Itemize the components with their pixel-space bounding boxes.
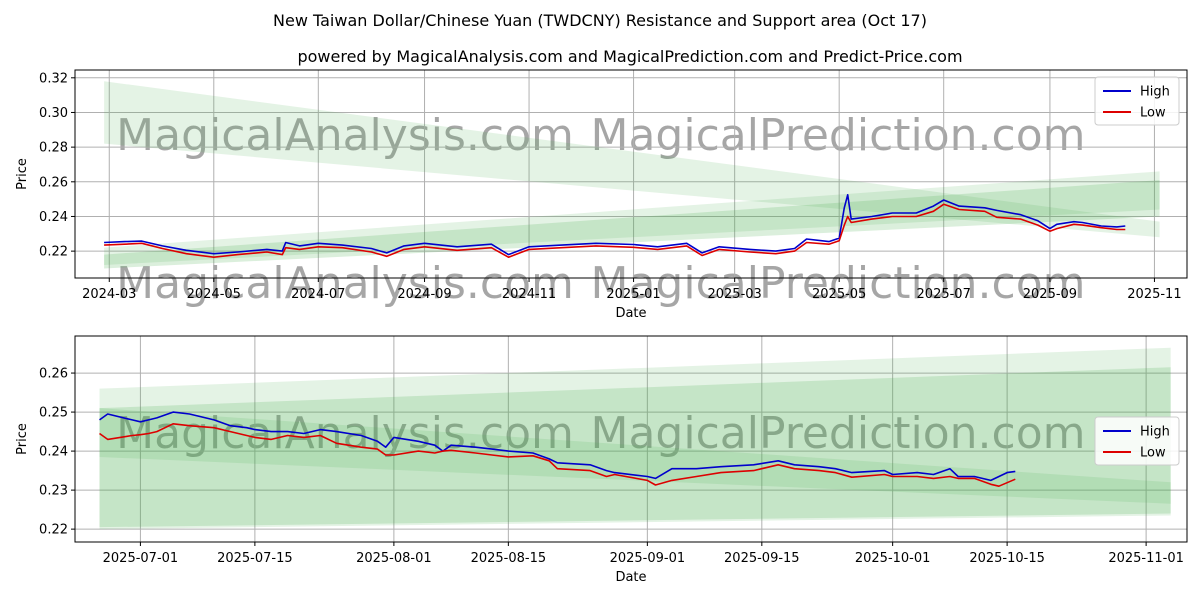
axes-frame <box>74 335 1188 543</box>
series-line-low <box>104 203 1126 258</box>
x-tick-label: 2025-08-15 <box>471 551 547 566</box>
legend-label-low: Low <box>1140 106 1166 121</box>
x-tick-label: 2024-03 <box>82 287 136 302</box>
x-tick-label: 2025-09-01 <box>610 551 686 566</box>
x-tick-label: 2025-11-01 <box>1108 551 1184 566</box>
x-tick-label: 2025-07 <box>917 287 971 302</box>
watermark-text: MagicalPrediction.com <box>591 408 1086 459</box>
x-tick-label: 2025-03 <box>707 287 761 302</box>
x-tick-label: 2025-05 <box>812 287 866 302</box>
x-tick-label: 2025-11 <box>1127 287 1181 302</box>
y-tick-label: 0.22 <box>39 245 68 260</box>
y-tick-label: 0.30 <box>39 106 68 121</box>
x-axis-label: Date <box>615 306 646 321</box>
y-tick-label: 0.26 <box>39 367 68 382</box>
x-tick-label: 2024-11 <box>502 287 556 302</box>
band-area <box>104 171 1160 265</box>
chart-panel-full-range: MagicalAnalysis.com MagicalPrediction.com… <box>15 69 1188 321</box>
x-tick-label: 2024-09 <box>397 287 451 302</box>
series-line-low <box>99 423 1016 487</box>
x-axis-label: Date <box>615 570 646 585</box>
series-line-high <box>104 194 1126 256</box>
series-line-high <box>99 411 1016 482</box>
watermark-text: MagicalAnalysis.com <box>116 258 574 309</box>
y-tick-label: 0.23 <box>39 484 68 499</box>
y-tick-label: 0.25 <box>39 406 68 421</box>
x-tick-label: 2025-09 <box>1023 287 1077 302</box>
watermark-text: MagicalAnalysis.com <box>116 110 574 161</box>
legend-label-low: Low <box>1140 446 1166 461</box>
legend-label-high: High <box>1140 425 1170 440</box>
legend: High Low <box>1094 416 1180 466</box>
watermark-text: MagicalPrediction.com <box>591 258 1086 309</box>
y-tick-label: 0.22 <box>39 523 68 538</box>
legend: High Low <box>1094 76 1180 126</box>
x-tick-label: 2025-07-01 <box>103 551 179 566</box>
chart-subtitle: powered by MagicalAnalysis.com and Magic… <box>297 47 962 66</box>
y-tick-label: 0.28 <box>39 141 68 156</box>
chart-panel-zoomed-range: MagicalAnalysis.com MagicalPrediction.com… <box>15 335 1188 585</box>
chart-title: New Taiwan Dollar/Chinese Yuan (TWDCNY) … <box>273 11 927 30</box>
axes-frame <box>74 69 1188 279</box>
x-tick-label: 2024-07 <box>291 287 345 302</box>
band-area <box>104 81 1160 238</box>
y-tick-label: 0.24 <box>39 210 68 225</box>
x-tick-label: 2024-05 <box>187 287 241 302</box>
x-tick-label: 2025-07-15 <box>217 551 293 566</box>
band-area <box>104 180 1160 269</box>
y-axis-label: Price <box>15 158 30 190</box>
x-tick-label: 2025-01 <box>606 287 660 302</box>
y-tick-label: 0.24 <box>39 445 68 460</box>
y-tick-label: 0.26 <box>39 175 68 190</box>
band-area <box>99 347 1171 530</box>
y-axis-label: Price <box>15 423 30 455</box>
y-tick-label: 0.32 <box>39 71 68 86</box>
x-tick-label: 2025-09-15 <box>724 551 800 566</box>
band-area <box>99 408 1171 504</box>
legend-label-high: High <box>1140 85 1170 100</box>
x-tick-label: 2025-10-01 <box>855 551 931 566</box>
x-tick-label: 2025-08-01 <box>356 551 432 566</box>
watermark-text: MagicalPrediction.com <box>591 110 1086 161</box>
x-tick-label: 2025-10-15 <box>969 551 1045 566</box>
band-area <box>99 367 1171 528</box>
